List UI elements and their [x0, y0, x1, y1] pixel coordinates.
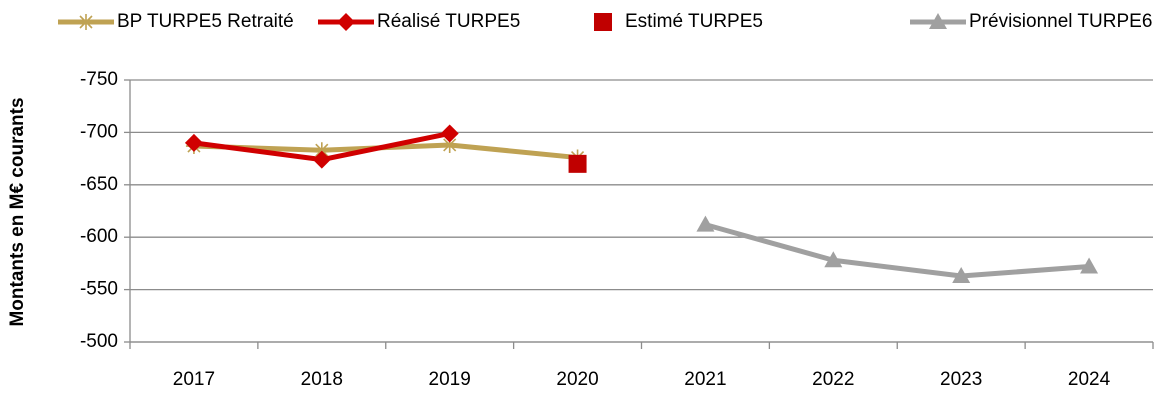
x-tick-label: 2022	[812, 369, 854, 390]
marker	[594, 13, 612, 31]
legend-label: Prévisionnel TURPE6	[969, 11, 1152, 32]
marker	[184, 133, 203, 152]
legend-item: BP TURPE5 Retraité	[58, 11, 294, 32]
legend-item: Prévisionnel TURPE6	[910, 11, 1152, 32]
marker	[313, 142, 330, 159]
x-tick-label: 2023	[940, 369, 982, 390]
marker	[78, 14, 94, 30]
legend-item: Réalisé TURPE5	[318, 11, 520, 32]
y-tick-label: -550	[80, 279, 118, 300]
x-tick-label: 2018	[301, 369, 343, 390]
legend-label: BP TURPE5 Retraité	[117, 11, 294, 32]
marker	[1080, 257, 1099, 274]
x-tick-label: 2019	[429, 369, 471, 390]
y-axis-label: Montants en M€ courants	[7, 97, 28, 326]
legend-item: Estimé TURPE5	[594, 11, 763, 32]
marker	[929, 13, 947, 29]
y-tick-label: -500	[80, 331, 118, 352]
marker	[824, 251, 843, 268]
y-tick-label: -750	[80, 69, 118, 90]
y-tick-label: -700	[80, 121, 118, 142]
series-line	[704, 222, 1090, 279]
x-tick-label: 2020	[556, 369, 598, 390]
legend-label: Estimé TURPE5	[625, 11, 763, 32]
marker	[568, 154, 587, 173]
marker	[952, 266, 971, 283]
x-tick-label: 2017	[173, 369, 215, 390]
marker	[440, 124, 459, 143]
marker	[441, 136, 458, 153]
marker	[312, 150, 331, 169]
x-tick-label: 2024	[1068, 369, 1111, 390]
x-tick-label: 2021	[684, 369, 726, 390]
legend-label: Réalisé TURPE5	[377, 11, 520, 32]
marker	[696, 215, 715, 232]
y-tick-label: -650	[80, 174, 118, 195]
marker	[337, 13, 355, 31]
y-tick-label: -600	[80, 226, 118, 247]
